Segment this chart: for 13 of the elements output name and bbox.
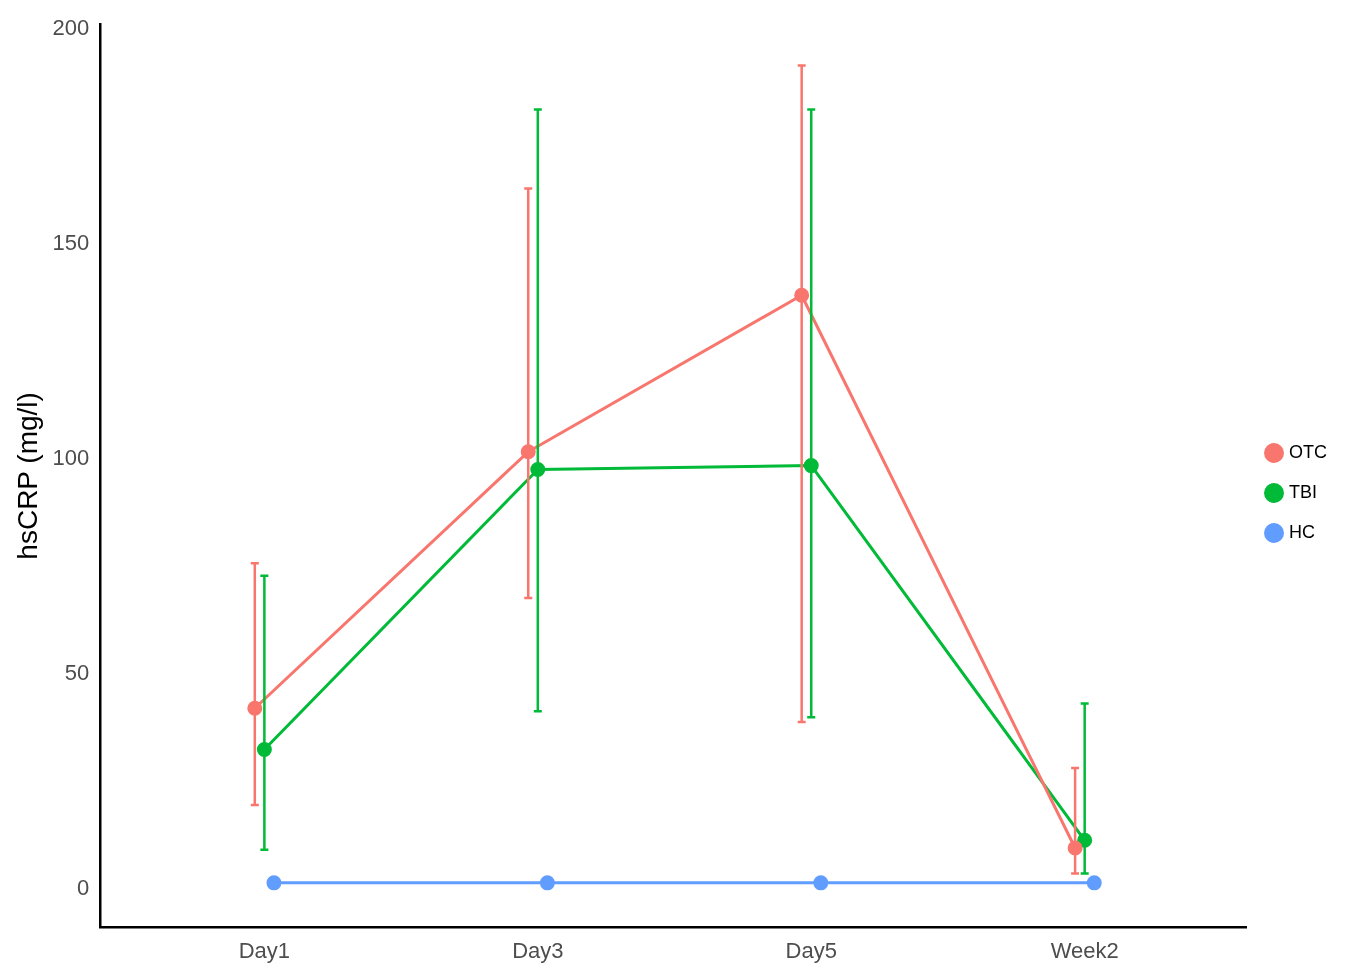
- y-axis-title: hsCRP (mg/l): [11, 392, 43, 560]
- y-tick-label: 0: [77, 874, 90, 900]
- x-tick-label: Week2: [1050, 937, 1119, 963]
- y-tick-label: 200: [52, 14, 90, 40]
- x-tick-label: Day5: [785, 937, 837, 963]
- x-tick-label: Day3: [512, 937, 564, 963]
- y-tick-label: 50: [64, 659, 90, 685]
- y-tick-label: 150: [52, 229, 90, 255]
- legend-label: HC: [1289, 521, 1315, 542]
- y-tick-label: 100: [52, 444, 90, 470]
- legend-label: TBI: [1289, 481, 1318, 502]
- legend-label: OTC: [1289, 441, 1327, 462]
- x-tick-label: Day1: [238, 937, 291, 963]
